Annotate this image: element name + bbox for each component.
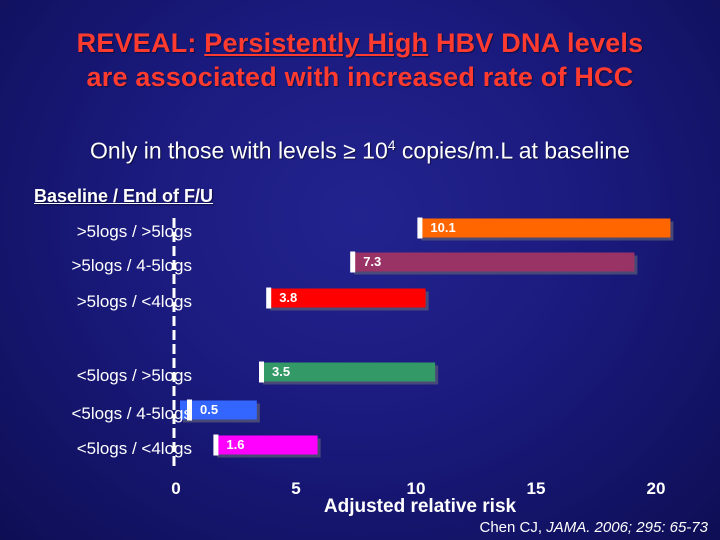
value-label-6: 1.6 — [226, 437, 244, 452]
value-label-5: 0.5 — [200, 402, 218, 417]
estimate-marker-5 — [187, 399, 192, 421]
bar-1 — [418, 218, 671, 238]
category-label-1: >5logs / >5logs — [77, 222, 192, 241]
bar-4 — [260, 362, 436, 382]
citation-authors: Chen CJ, — [479, 519, 547, 536]
value-label-3: 3.8 — [279, 290, 297, 305]
estimate-marker-1 — [417, 217, 423, 239]
category-label-2: >5logs / 4-5logs — [72, 256, 193, 275]
subtitle-exponent: 4 — [387, 137, 396, 153]
title-prefix: REVEAL: — [76, 28, 205, 58]
bar-5 — [180, 400, 257, 420]
title-underlined: Persistently High — [204, 28, 429, 58]
estimate-marker-4 — [259, 361, 264, 383]
bar-6 — [214, 435, 318, 455]
bar-2 — [351, 252, 635, 272]
subtitle-after: copies/m.L at baseline — [395, 137, 630, 164]
x-axis-title: Adjusted relative risk — [324, 496, 517, 517]
category-label-4: <5logs / >5logs — [77, 366, 192, 385]
value-label-4: 3.5 — [272, 364, 290, 379]
category-label-6: <5logs / <4logs — [77, 439, 192, 458]
title-rest: HBV DNA levels — [428, 28, 644, 58]
slide-subtitle: Only in those with levels ≥ 104 copies/m… — [0, 137, 720, 165]
title-line-2: are associated with increased rate of HC… — [86, 62, 634, 92]
citation-details: 2006; 295: 65-73 — [590, 519, 708, 536]
x-tick-label-5: 5 — [291, 479, 300, 498]
citation: Chen CJ, JAMA. 2006; 295: 65-73 — [480, 519, 709, 536]
category-label-5: <5logs / 4-5logs — [72, 404, 193, 423]
subtitle-before: Only in those with levels ≥ 10 — [90, 137, 388, 164]
category-axis-header: Baseline / End of F/U — [34, 186, 214, 206]
estimate-marker-6 — [213, 434, 219, 456]
slide-title: REVEAL: Persistently High HBV DNA levels… — [0, 26, 720, 94]
estimate-marker-3 — [266, 287, 272, 309]
citation-journal: JAMA. — [546, 519, 591, 536]
estimate-marker-2 — [350, 251, 356, 273]
bar-3 — [267, 288, 426, 308]
value-label-2: 7.3 — [363, 254, 381, 269]
title-line-1: REVEAL: Persistently High HBV DNA levels — [0, 26, 720, 60]
x-tick-label-20: 20 — [647, 479, 666, 498]
category-label-3: >5logs / <4logs — [77, 292, 192, 311]
x-tick-label-0: 0 — [171, 479, 180, 498]
x-tick-label-10: 10 — [407, 479, 426, 498]
value-label-1: 10.1 — [430, 220, 455, 235]
x-tick-label-15: 15 — [527, 479, 546, 498]
